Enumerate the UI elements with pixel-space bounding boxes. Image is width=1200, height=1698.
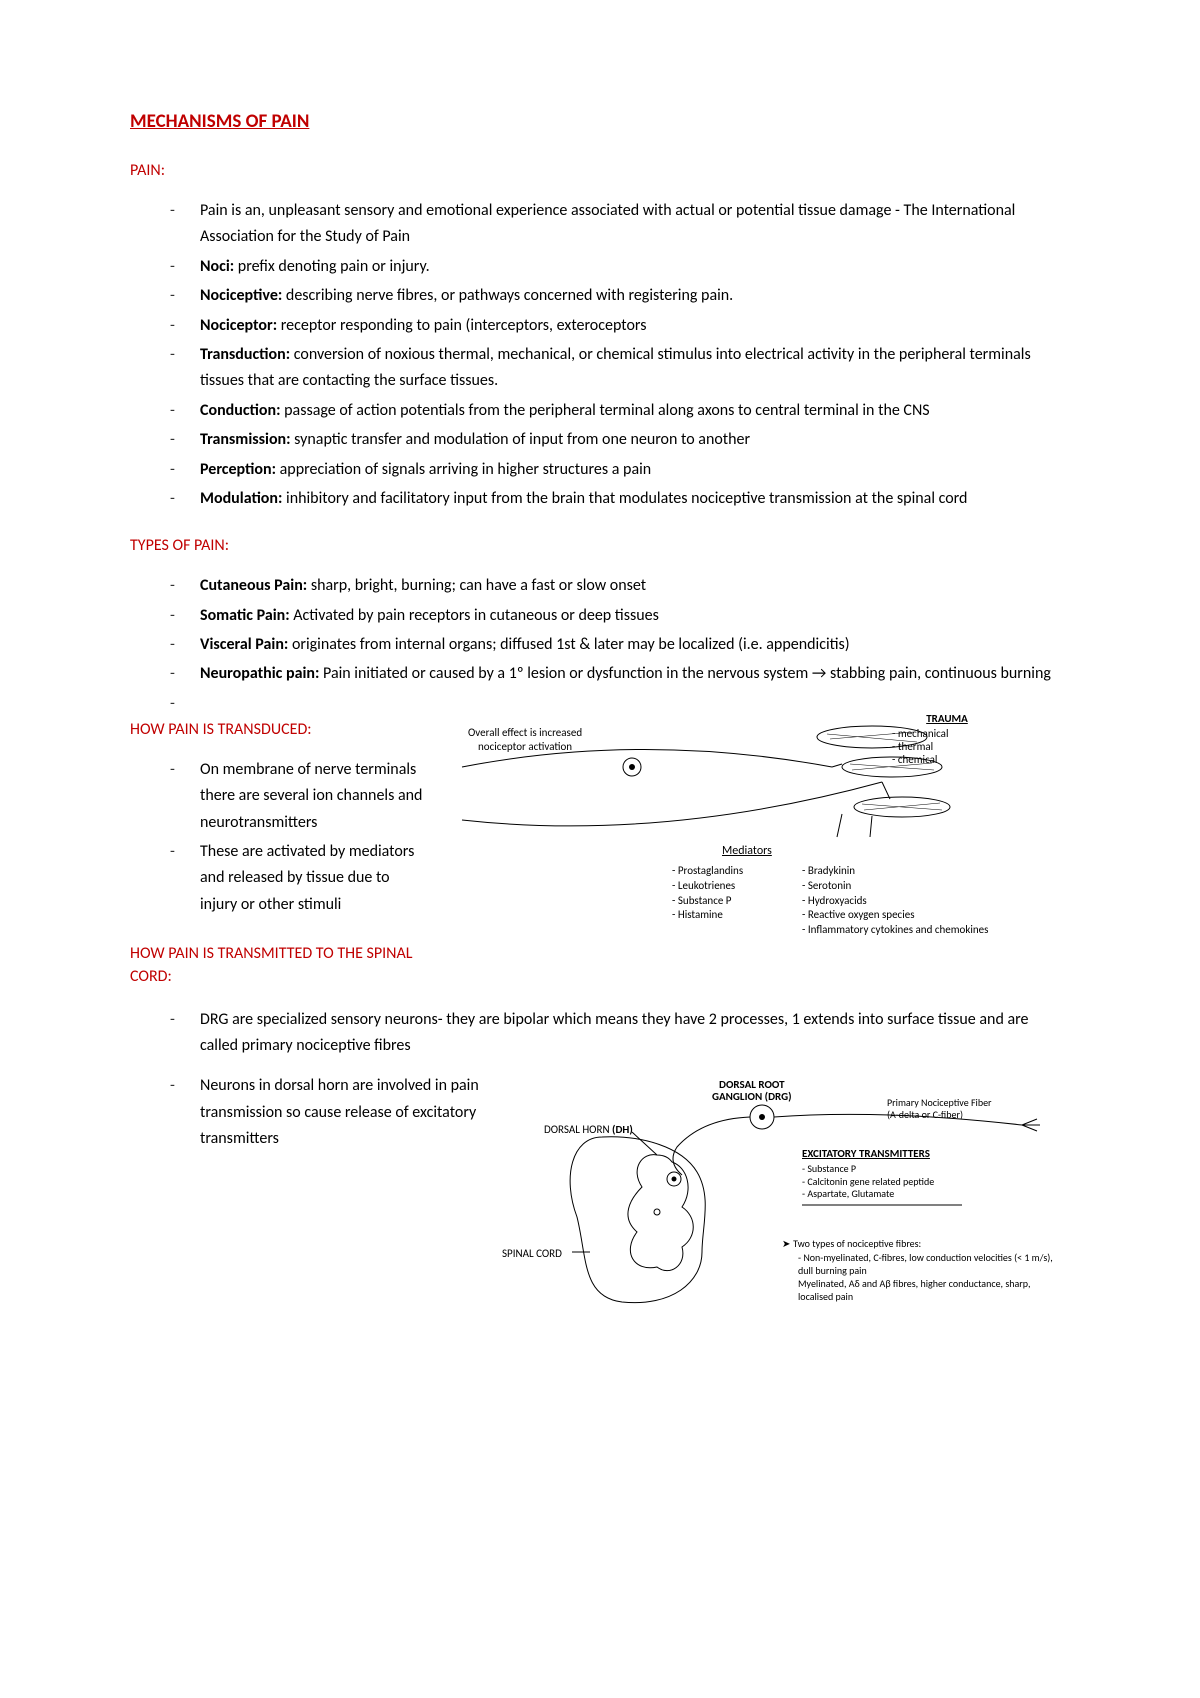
list-item: Nociceptive: describing nerve fibres, or… xyxy=(170,283,1070,309)
list-item: Pain is an, unpleasant sensory and emoti… xyxy=(170,198,1070,251)
heading-transmitted: HOW PAIN IS TRANSMITTED TO THE SPINAL CO… xyxy=(130,942,430,988)
fiber-label: Primary Nociceptive Fiber (A-delta or C-… xyxy=(887,1097,992,1120)
excitatory-list: - Substance P - Calcitonin gene related … xyxy=(802,1163,934,1201)
list-pain: Pain is an, unpleasant sensory and emoti… xyxy=(130,198,1070,512)
list-item: Nociceptor: receptor responding to pain … xyxy=(170,313,1070,339)
heading-types: TYPES OF PAIN: xyxy=(130,536,1070,555)
drg-label: DORSAL ROOT GANGLION (DRG) xyxy=(712,1079,792,1103)
transmission-diagram: DORSAL ROOT GANGLION (DRG) DORSAL HORN (… xyxy=(502,1077,1062,1327)
mediators-right: - Bradykinin - Serotonin - Hydroxyacids … xyxy=(802,864,988,938)
page-title: MECHANISMS OF PAIN xyxy=(130,110,1070,133)
mediators-title: Mediators xyxy=(722,844,772,858)
list-transmitted: DRG are specialized sensory neurons- the… xyxy=(130,1007,1070,1060)
heading-pain: PAIN: xyxy=(130,161,1070,180)
list-item: Noci: prefix denoting pain or injury. xyxy=(170,254,1070,280)
list-item: On membrane of nerve terminals there are… xyxy=(170,757,430,836)
list-item: Visceral Pain: originates from internal … xyxy=(170,632,1070,658)
list-item: Transmission: synaptic transfer and modu… xyxy=(170,427,1070,453)
fiber-types: ➤ Two types of nociceptive fibres: - Non… xyxy=(782,1237,1062,1303)
list-item: DRG are specialized sensory neurons- the… xyxy=(170,1007,1070,1060)
list-item: Somatic Pain: Activated by pain receptor… xyxy=(170,603,1070,629)
list-item: Cutaneous Pain: sharp, bright, burning; … xyxy=(170,573,1070,599)
transduction-diagram: Overall effect is increased nociceptor a… xyxy=(442,712,1002,972)
list-item: Neuropathic pain: Pain initiated or caus… xyxy=(170,661,1070,687)
list-item: These are activated by mediators and rel… xyxy=(170,839,430,918)
list-item: Conduction: passage of action potentials… xyxy=(170,398,1070,424)
dorsal-horn-label: DORSAL HORN (DH) xyxy=(544,1123,633,1136)
list-types: Cutaneous Pain: sharp, bright, burning; … xyxy=(130,573,1070,688)
mediators-left: - Prostaglandins - Leukotrienes - Substa… xyxy=(672,864,743,923)
list-item: Perception: appreciation of signals arri… xyxy=(170,457,1070,483)
trauma-box: TRAUMA - mechanical - thermal - chemical xyxy=(892,712,1002,766)
list-transduced: On membrane of nerve terminals there are… xyxy=(130,757,430,918)
list-item: Modulation: inhibitory and facilitatory … xyxy=(170,486,1070,512)
excitatory-title: EXCITATORY TRANSMITTERS xyxy=(802,1147,930,1160)
list-transmitted-2: Neurons in dorsal horn are involved in p… xyxy=(130,1073,490,1152)
heading-transduced: HOW PAIN IS TRANSDUCED: xyxy=(130,720,430,739)
overall-effect-label: Overall effect is increased nociceptor a… xyxy=(468,726,582,754)
list-item: Neurons in dorsal horn are involved in p… xyxy=(170,1073,490,1152)
spinal-cord-label: SPINAL CORD xyxy=(502,1247,562,1260)
list-item: Transduction: conversion of noxious ther… xyxy=(170,342,1070,395)
